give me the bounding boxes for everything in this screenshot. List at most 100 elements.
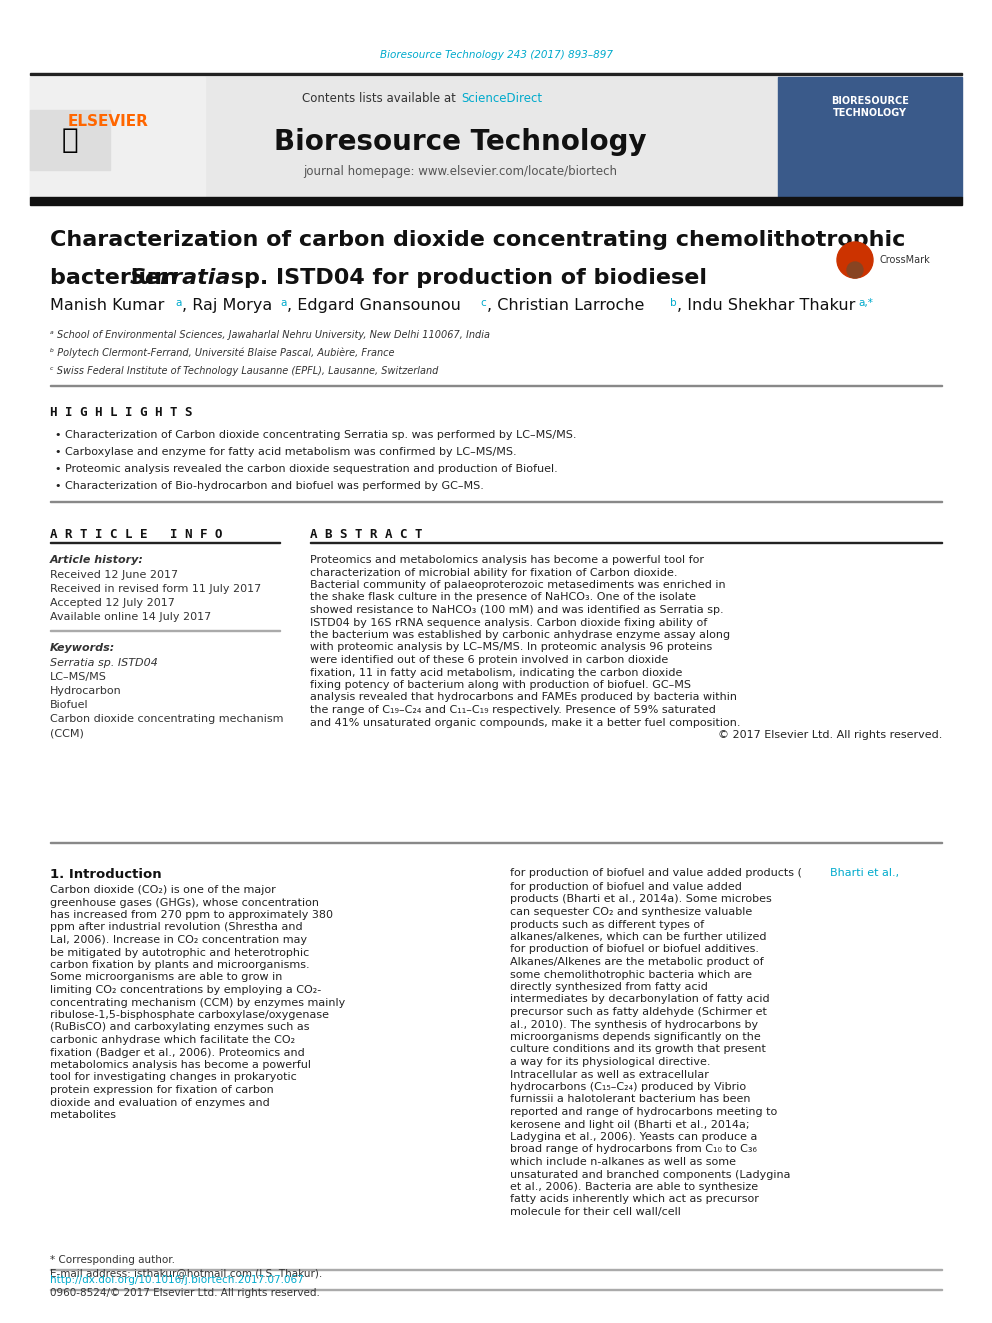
- Text: ᶜ Swiss Federal Institute of Technology Lausanne (EPFL), Lausanne, Switzerland: ᶜ Swiss Federal Institute of Technology …: [50, 366, 438, 376]
- Circle shape: [837, 242, 873, 278]
- Text: Bioresource Technology 243 (2017) 893–897: Bioresource Technology 243 (2017) 893–89…: [380, 50, 612, 60]
- Text: which include n-alkanes as well as some: which include n-alkanes as well as some: [510, 1158, 736, 1167]
- Text: E-mail address: isthakur@hotmail.com (I.S. Thakur).: E-mail address: isthakur@hotmail.com (I.…: [50, 1267, 322, 1278]
- Text: directly synthesized from fatty acid: directly synthesized from fatty acid: [510, 982, 708, 992]
- Text: http://dx.doi.org/10.1016/j.biortech.2017.07.067: http://dx.doi.org/10.1016/j.biortech.201…: [50, 1275, 304, 1285]
- Text: Lal, 2006). Increase in CO₂ concentration may: Lal, 2006). Increase in CO₂ concentratio…: [50, 935, 308, 945]
- Text: the range of C₁₉–C₂₄ and C₁₁–C₁₉ respectively. Presence of 59% saturated: the range of C₁₉–C₂₄ and C₁₁–C₁₉ respect…: [310, 705, 716, 714]
- Bar: [50, 841, 942, 843]
- Text: • Carboxylase and enzyme for fatty acid metabolism was confirmed by LC–MS/MS.: • Carboxylase and enzyme for fatty acid …: [55, 447, 517, 456]
- Bar: [778, 77, 962, 197]
- Text: the bacterium was established by carbonic anhydrase enzyme assay along: the bacterium was established by carboni…: [310, 630, 730, 640]
- Text: showed resistance to NaHCO₃ (100 mM) and was identified as Serratia sp.: showed resistance to NaHCO₃ (100 mM) and…: [310, 605, 723, 615]
- Text: the shake flask culture in the presence of NaHCO₃. One of the isolate: the shake flask culture in the presence …: [310, 593, 696, 602]
- Text: protein expression for fixation of carbon: protein expression for fixation of carbo…: [50, 1085, 274, 1095]
- Text: ISTD04 by 16S rRNA sequence analysis. Carbon dioxide fixing ability of: ISTD04 by 16S rRNA sequence analysis. Ca…: [310, 618, 707, 627]
- Text: Contents lists available at: Contents lists available at: [303, 93, 460, 106]
- Text: fixation (Badger et al., 2006). Proteomics and: fixation (Badger et al., 2006). Proteomi…: [50, 1048, 305, 1057]
- Text: analysis revealed that hydrocarbons and FAMEs produced by bacteria within: analysis revealed that hydrocarbons and …: [310, 692, 737, 703]
- Text: reported and range of hydrocarbons meeting to: reported and range of hydrocarbons meeti…: [510, 1107, 778, 1117]
- Text: ELSEVIER: ELSEVIER: [67, 115, 149, 130]
- Text: were identified out of these 6 protein involved in carbon dioxide: were identified out of these 6 protein i…: [310, 655, 669, 665]
- Text: for production of biofuel and value added products (: for production of biofuel and value adde…: [510, 868, 802, 878]
- Bar: [30, 73, 962, 75]
- Text: fixation, 11 in fatty acid metabolism, indicating the carbon dioxide: fixation, 11 in fatty acid metabolism, i…: [310, 668, 682, 677]
- Text: Received 12 June 2017: Received 12 June 2017: [50, 570, 179, 579]
- Text: precursor such as fatty aldehyde (Schirmer et: precursor such as fatty aldehyde (Schirm…: [510, 1007, 767, 1017]
- Text: Bacterial community of palaeoproterozoic metasediments was enriched in: Bacterial community of palaeoproterozoic…: [310, 579, 725, 590]
- Text: a: a: [175, 298, 182, 308]
- Text: fatty acids inherently which act as precursor: fatty acids inherently which act as prec…: [510, 1195, 759, 1204]
- Text: greenhouse gases (GHGs), whose concentration: greenhouse gases (GHGs), whose concentra…: [50, 897, 319, 908]
- Bar: [30, 77, 778, 197]
- Text: concentrating mechanism (CCM) by enzymes mainly: concentrating mechanism (CCM) by enzymes…: [50, 998, 345, 1008]
- Text: H I G H L I G H T S: H I G H L I G H T S: [50, 406, 192, 419]
- Text: microorganisms depends significantly on the: microorganisms depends significantly on …: [510, 1032, 761, 1043]
- Text: Characterization of carbon dioxide concentrating chemolithotrophic: Characterization of carbon dioxide conce…: [50, 230, 906, 250]
- Text: unsaturated and branched components (Ladygina: unsaturated and branched components (Lad…: [510, 1170, 791, 1180]
- Text: carbon fixation by plants and microorganisms.: carbon fixation by plants and microorgan…: [50, 960, 310, 970]
- Circle shape: [847, 262, 863, 278]
- Text: Biofuel: Biofuel: [50, 700, 88, 710]
- Text: ᵃ School of Environmental Sciences, Jawaharlal Nehru University, New Delhi 11006: ᵃ School of Environmental Sciences, Jawa…: [50, 329, 490, 340]
- Text: tool for investigating changes in prokaryotic: tool for investigating changes in prokar…: [50, 1073, 297, 1082]
- Text: Bioresource Technology: Bioresource Technology: [274, 128, 647, 156]
- Text: a way for its physiological directive.: a way for its physiological directive.: [510, 1057, 710, 1068]
- Text: (RuBisCO) and carboxylating enzymes such as: (RuBisCO) and carboxylating enzymes such…: [50, 1023, 310, 1032]
- Bar: [30, 77, 205, 197]
- Text: sp. ISTD04 for production of biodiesel: sp. ISTD04 for production of biodiesel: [223, 269, 707, 288]
- Text: ᵇ Polytech Clermont-Ferrand, Université Blaise Pascal, Aubière, France: ᵇ Polytech Clermont-Ferrand, Université …: [50, 348, 395, 359]
- Text: Hydrocarbon: Hydrocarbon: [50, 687, 122, 696]
- Text: LC–MS/MS: LC–MS/MS: [50, 672, 107, 681]
- Text: and 41% unsaturated organic compounds, make it a better fuel composition.: and 41% unsaturated organic compounds, m…: [310, 717, 740, 728]
- Text: ppm after industrial revolution (Shrestha and: ppm after industrial revolution (Shresth…: [50, 922, 303, 933]
- Text: Intracellular as well as extracellular: Intracellular as well as extracellular: [510, 1069, 709, 1080]
- Text: © 2017 Elsevier Ltd. All rights reserved.: © 2017 Elsevier Ltd. All rights reserved…: [717, 730, 942, 740]
- Bar: [30, 110, 110, 169]
- Text: products such as different types of: products such as different types of: [510, 919, 704, 930]
- Text: ScienceDirect: ScienceDirect: [461, 93, 542, 106]
- Text: Manish Kumar: Manish Kumar: [50, 298, 165, 314]
- Text: metabolomics analysis has become a powerful: metabolomics analysis has become a power…: [50, 1060, 311, 1070]
- Text: CrossMark: CrossMark: [880, 255, 930, 265]
- Text: • Characterization of Carbon dioxide concentrating Serratia sp. was performed by: • Characterization of Carbon dioxide con…: [55, 430, 576, 441]
- Text: * Corresponding author.: * Corresponding author.: [50, 1256, 175, 1265]
- Text: bacterium: bacterium: [50, 269, 186, 288]
- Text: Carbon dioxide concentrating mechanism: Carbon dioxide concentrating mechanism: [50, 714, 284, 724]
- Text: culture conditions and its growth that present: culture conditions and its growth that p…: [510, 1044, 766, 1054]
- Text: limiting CO₂ concentrations by employing a CO₂-: limiting CO₂ concentrations by employing…: [50, 986, 321, 995]
- Text: , Edgard Gnansounou: , Edgard Gnansounou: [287, 298, 461, 314]
- Text: c: c: [480, 298, 486, 308]
- Text: journal homepage: www.elsevier.com/locate/biortech: journal homepage: www.elsevier.com/locat…: [303, 165, 617, 179]
- Text: Bharti et al.,: Bharti et al.,: [830, 868, 899, 878]
- Text: fixing potency of bacterium along with production of biofuel. GC–MS: fixing potency of bacterium along with p…: [310, 680, 691, 691]
- Text: for production of biofuel and value added: for production of biofuel and value adde…: [510, 882, 742, 892]
- Text: kerosene and light oil (Bharti et al., 2014a;: kerosene and light oil (Bharti et al., 2…: [510, 1119, 750, 1130]
- Text: a: a: [280, 298, 287, 308]
- Text: 🌳: 🌳: [62, 126, 78, 153]
- Text: Keywords:: Keywords:: [50, 643, 115, 654]
- Text: intermediates by decarbonylation of fatty acid: intermediates by decarbonylation of fatt…: [510, 995, 770, 1004]
- Text: for production of biofuel or biofuel additives.: for production of biofuel or biofuel add…: [510, 945, 759, 954]
- Text: furnissii a halotolerant bacterium has been: furnissii a halotolerant bacterium has b…: [510, 1094, 751, 1105]
- Text: metabolites: metabolites: [50, 1110, 116, 1121]
- Text: Received in revised form 11 July 2017: Received in revised form 11 July 2017: [50, 583, 261, 594]
- Text: , Christian Larroche: , Christian Larroche: [487, 298, 645, 314]
- Bar: [30, 197, 962, 205]
- Text: 1. Introduction: 1. Introduction: [50, 868, 162, 881]
- Text: Available online 14 July 2017: Available online 14 July 2017: [50, 613, 211, 622]
- Text: A B S T R A C T: A B S T R A C T: [310, 528, 423, 541]
- Bar: [50, 500, 942, 501]
- Text: with proteomic analysis by LC–MS/MS. In proteomic analysis 96 proteins: with proteomic analysis by LC–MS/MS. In …: [310, 643, 712, 652]
- Text: Alkanes/Alkenes are the metabolic product of: Alkanes/Alkenes are the metabolic produc…: [510, 957, 764, 967]
- Text: Serratia sp. ISTD04: Serratia sp. ISTD04: [50, 658, 158, 668]
- Text: Ladygina et al., 2006). Yeasts can produce a: Ladygina et al., 2006). Yeasts can produ…: [510, 1132, 757, 1142]
- Text: BIORESOURCE
TECHNOLOGY: BIORESOURCE TECHNOLOGY: [831, 95, 909, 118]
- Bar: [50, 541, 280, 542]
- Text: 0960-8524/© 2017 Elsevier Ltd. All rights reserved.: 0960-8524/© 2017 Elsevier Ltd. All right…: [50, 1289, 319, 1298]
- Text: al., 2010). The synthesis of hydrocarbons by: al., 2010). The synthesis of hydrocarbon…: [510, 1020, 758, 1029]
- Text: characterization of microbial ability for fixation of Carbon dioxide.: characterization of microbial ability fo…: [310, 568, 678, 578]
- Text: Some microorganisms are able to grow in: Some microorganisms are able to grow in: [50, 972, 283, 983]
- Text: Article history:: Article history:: [50, 556, 144, 565]
- Text: products (Bharti et al., 2014a). Some microbes: products (Bharti et al., 2014a). Some mi…: [510, 894, 772, 905]
